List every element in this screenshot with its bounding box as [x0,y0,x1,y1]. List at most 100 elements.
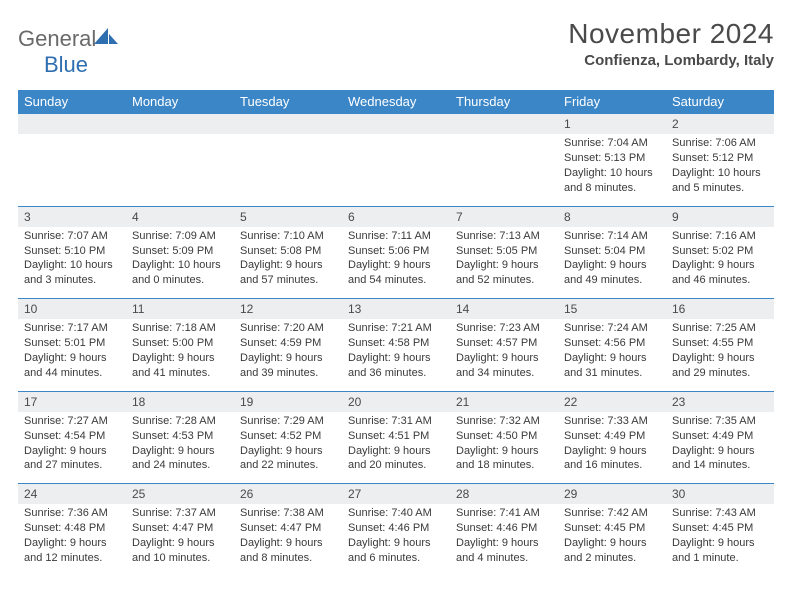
weekday-header: Tuesday [234,90,342,114]
day-details: Sunrise: 7:13 AMSunset: 5:05 PMDaylight:… [450,227,558,298]
day-number: 26 [234,484,342,504]
weekday-header: Friday [558,90,666,114]
day-details: Sunrise: 7:24 AMSunset: 4:56 PMDaylight:… [558,319,666,390]
day-details: Sunrise: 7:40 AMSunset: 4:46 PMDaylight:… [342,504,450,575]
day-number: 27 [342,484,450,504]
day-cell: 3Sunrise: 7:07 AMSunset: 5:10 PMDaylight… [18,206,126,299]
day-number: 2 [666,114,774,134]
day-number [342,114,450,134]
day-cell: 26Sunrise: 7:38 AMSunset: 4:47 PMDayligh… [234,484,342,580]
brand-name-b: Blue [44,52,88,77]
day-number [126,114,234,134]
day-cell: 22Sunrise: 7:33 AMSunset: 4:49 PMDayligh… [558,391,666,484]
day-cell: 11Sunrise: 7:18 AMSunset: 5:00 PMDayligh… [126,299,234,392]
calendar-row: 24Sunrise: 7:36 AMSunset: 4:48 PMDayligh… [18,484,774,580]
day-details: Sunrise: 7:36 AMSunset: 4:48 PMDaylight:… [18,504,126,575]
day-cell: 28Sunrise: 7:41 AMSunset: 4:46 PMDayligh… [450,484,558,580]
weekday-header: Sunday [18,90,126,114]
calendar-table: SundayMondayTuesdayWednesdayThursdayFrid… [18,90,774,580]
location-subtitle: Confienza, Lombardy, Italy [568,52,774,69]
day-number: 3 [18,207,126,227]
day-details: Sunrise: 7:14 AMSunset: 5:04 PMDaylight:… [558,227,666,298]
day-details: Sunrise: 7:37 AMSunset: 4:47 PMDaylight:… [126,504,234,575]
day-cell: 18Sunrise: 7:28 AMSunset: 4:53 PMDayligh… [126,391,234,484]
calendar-row: 3Sunrise: 7:07 AMSunset: 5:10 PMDaylight… [18,206,774,299]
day-number: 11 [126,299,234,319]
calendar-head: SundayMondayTuesdayWednesdayThursdayFrid… [18,90,774,114]
day-details: Sunrise: 7:20 AMSunset: 4:59 PMDaylight:… [234,319,342,390]
day-details: Sunrise: 7:25 AMSunset: 4:55 PMDaylight:… [666,319,774,390]
day-details: Sunrise: 7:18 AMSunset: 5:00 PMDaylight:… [126,319,234,390]
day-cell: 17Sunrise: 7:27 AMSunset: 4:54 PMDayligh… [18,391,126,484]
weekday-header: Saturday [666,90,774,114]
day-cell: 10Sunrise: 7:17 AMSunset: 5:01 PMDayligh… [18,299,126,392]
day-details: Sunrise: 7:33 AMSunset: 4:49 PMDaylight:… [558,412,666,483]
day-details: Sunrise: 7:32 AMSunset: 4:50 PMDaylight:… [450,412,558,483]
day-number: 9 [666,207,774,227]
empty-cell [18,114,126,207]
page-title: November 2024 [568,18,774,50]
day-cell: 7Sunrise: 7:13 AMSunset: 5:05 PMDaylight… [450,206,558,299]
day-details: Sunrise: 7:11 AMSunset: 5:06 PMDaylight:… [342,227,450,298]
empty-cell [342,114,450,207]
day-number: 20 [342,392,450,412]
brand-name: General Blue [18,26,120,78]
day-cell: 27Sunrise: 7:40 AMSunset: 4:46 PMDayligh… [342,484,450,580]
day-cell: 8Sunrise: 7:14 AMSunset: 5:04 PMDaylight… [558,206,666,299]
day-number: 19 [234,392,342,412]
day-number: 17 [18,392,126,412]
brand-sail-icon [94,26,120,46]
day-number [18,114,126,134]
empty-cell [450,114,558,207]
day-cell: 25Sunrise: 7:37 AMSunset: 4:47 PMDayligh… [126,484,234,580]
day-details: Sunrise: 7:16 AMSunset: 5:02 PMDaylight:… [666,227,774,298]
day-details: Sunrise: 7:09 AMSunset: 5:09 PMDaylight:… [126,227,234,298]
day-cell: 16Sunrise: 7:25 AMSunset: 4:55 PMDayligh… [666,299,774,392]
day-number: 30 [666,484,774,504]
day-cell: 29Sunrise: 7:42 AMSunset: 4:45 PMDayligh… [558,484,666,580]
day-number [450,114,558,134]
day-details: Sunrise: 7:43 AMSunset: 4:45 PMDaylight:… [666,504,774,575]
day-number: 5 [234,207,342,227]
day-cell: 30Sunrise: 7:43 AMSunset: 4:45 PMDayligh… [666,484,774,580]
day-number: 7 [450,207,558,227]
day-number: 28 [450,484,558,504]
day-number: 13 [342,299,450,319]
day-cell: 23Sunrise: 7:35 AMSunset: 4:49 PMDayligh… [666,391,774,484]
day-number: 16 [666,299,774,319]
day-cell: 15Sunrise: 7:24 AMSunset: 4:56 PMDayligh… [558,299,666,392]
day-number: 10 [18,299,126,319]
day-number: 24 [18,484,126,504]
day-details: Sunrise: 7:35 AMSunset: 4:49 PMDaylight:… [666,412,774,483]
day-number: 29 [558,484,666,504]
calendar-row: 10Sunrise: 7:17 AMSunset: 5:01 PMDayligh… [18,299,774,392]
day-number: 25 [126,484,234,504]
day-number: 15 [558,299,666,319]
day-number: 4 [126,207,234,227]
day-details: Sunrise: 7:06 AMSunset: 5:12 PMDaylight:… [666,134,774,205]
day-number: 1 [558,114,666,134]
brand-name-a: General [18,26,96,51]
header: General Blue November 2024 Confienza, Lo… [18,18,774,78]
day-number: 12 [234,299,342,319]
calendar-row: 17Sunrise: 7:27 AMSunset: 4:54 PMDayligh… [18,391,774,484]
day-details: Sunrise: 7:31 AMSunset: 4:51 PMDaylight:… [342,412,450,483]
day-cell: 1Sunrise: 7:04 AMSunset: 5:13 PMDaylight… [558,114,666,207]
day-details: Sunrise: 7:07 AMSunset: 5:10 PMDaylight:… [18,227,126,298]
day-details: Sunrise: 7:38 AMSunset: 4:47 PMDaylight:… [234,504,342,575]
weekday-header: Wednesday [342,90,450,114]
day-number: 21 [450,392,558,412]
empty-cell [234,114,342,207]
day-cell: 5Sunrise: 7:10 AMSunset: 5:08 PMDaylight… [234,206,342,299]
day-number: 23 [666,392,774,412]
day-cell: 13Sunrise: 7:21 AMSunset: 4:58 PMDayligh… [342,299,450,392]
weekday-header: Thursday [450,90,558,114]
empty-cell [126,114,234,207]
day-details: Sunrise: 7:28 AMSunset: 4:53 PMDaylight:… [126,412,234,483]
day-details: Sunrise: 7:04 AMSunset: 5:13 PMDaylight:… [558,134,666,205]
day-number: 8 [558,207,666,227]
brand-logo: General Blue [18,26,120,78]
day-cell: 20Sunrise: 7:31 AMSunset: 4:51 PMDayligh… [342,391,450,484]
day-details: Sunrise: 7:23 AMSunset: 4:57 PMDaylight:… [450,319,558,390]
day-cell: 6Sunrise: 7:11 AMSunset: 5:06 PMDaylight… [342,206,450,299]
